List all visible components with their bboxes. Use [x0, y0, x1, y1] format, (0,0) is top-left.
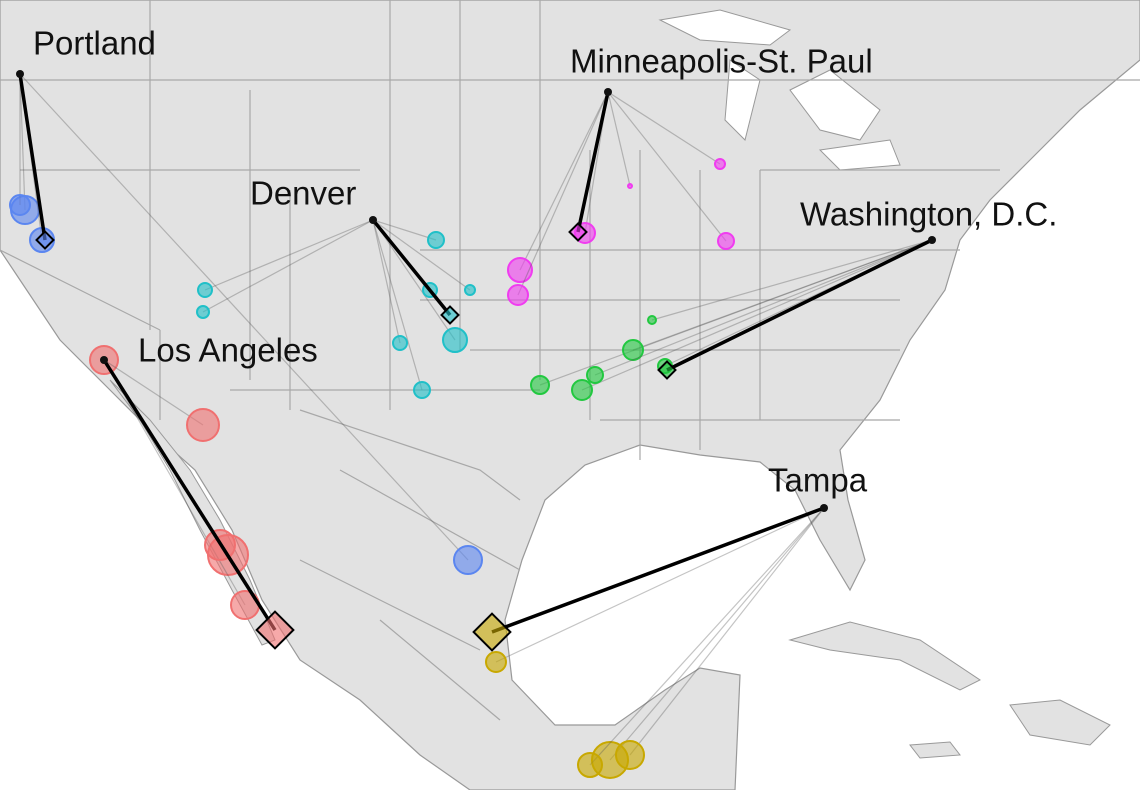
main-flow: [666, 238, 933, 372]
flow-line: [517, 91, 609, 296]
city-label: Tampa: [768, 462, 868, 499]
city-label: Denver: [250, 175, 356, 212]
main-flow: [576, 91, 610, 233]
destination: [453, 545, 483, 575]
flow-line: [372, 219, 401, 344]
main-destination: [440, 305, 460, 325]
destination: [530, 375, 550, 395]
flow-line: [519, 91, 609, 271]
destination: [586, 366, 604, 384]
flow-line: [372, 219, 437, 241]
destination: [507, 284, 529, 306]
destination: [197, 282, 213, 298]
flow-line: [629, 507, 825, 756]
cuba: [788, 621, 981, 691]
main-flow: [102, 359, 277, 631]
main-destination: [35, 230, 55, 250]
destination: [622, 339, 644, 361]
flow-line: [651, 239, 933, 321]
borders: [0, 0, 1140, 721]
flow-line: [632, 239, 933, 351]
flow-layer: [9, 70, 936, 779]
main-flow: [491, 506, 825, 634]
city-label: Los Angeles: [138, 332, 318, 369]
flow-line: [372, 219, 456, 341]
city-hub: [16, 70, 24, 78]
flow-line: [19, 73, 469, 561]
flow-line: [202, 219, 374, 313]
flow-line: [495, 507, 825, 663]
flow-line: [204, 219, 374, 291]
main-destination: [568, 222, 588, 242]
destination: [413, 381, 431, 399]
flow-line: [19, 73, 26, 211]
flow-line: [103, 359, 204, 426]
flow-line: [372, 219, 471, 291]
city-hub: [604, 88, 612, 96]
destination: [392, 335, 408, 351]
destination: [9, 194, 31, 216]
city-hub: [928, 236, 936, 244]
city-label: Minneapolis-St. Paul: [570, 43, 873, 80]
main-flow: [18, 73, 47, 241]
destination: [647, 315, 657, 325]
destination: [196, 305, 210, 319]
destination: [717, 232, 735, 250]
city-hub: [369, 216, 377, 224]
destination: [186, 408, 220, 442]
main-destination: [472, 612, 512, 652]
hispaniola: [1009, 699, 1111, 746]
flow-line: [103, 359, 246, 606]
main-destination: [255, 610, 295, 650]
destination: [577, 752, 603, 778]
flow-line: [581, 239, 933, 391]
destination: [485, 651, 507, 673]
jamaica: [909, 741, 961, 759]
city-label: Washington, D.C.: [800, 196, 1057, 233]
flow-line: [607, 91, 631, 187]
city-hub: [820, 504, 828, 512]
city-label: Portland: [33, 25, 156, 62]
flow-line: [589, 507, 825, 766]
destination: [427, 231, 445, 249]
great-lakes: [658, 9, 901, 171]
flow-line: [594, 239, 933, 376]
flow-line: [607, 91, 721, 165]
city-hub: [100, 356, 108, 364]
flow-line: [607, 91, 727, 242]
flow-line: [372, 219, 423, 391]
destination: [442, 327, 468, 353]
main-destination: [657, 360, 677, 380]
flow-line: [609, 507, 825, 761]
destination: [464, 284, 476, 296]
destination: [571, 379, 593, 401]
destination: [507, 257, 533, 283]
destination: [627, 183, 633, 189]
destination: [714, 158, 726, 170]
state-borders: [0, 0, 1140, 721]
flow-line: [539, 239, 933, 386]
destination: [615, 740, 645, 770]
labels: Portland Minneapolis-St. Paul Denver Washin…: [33, 25, 1057, 499]
main-flow: [371, 218, 452, 317]
